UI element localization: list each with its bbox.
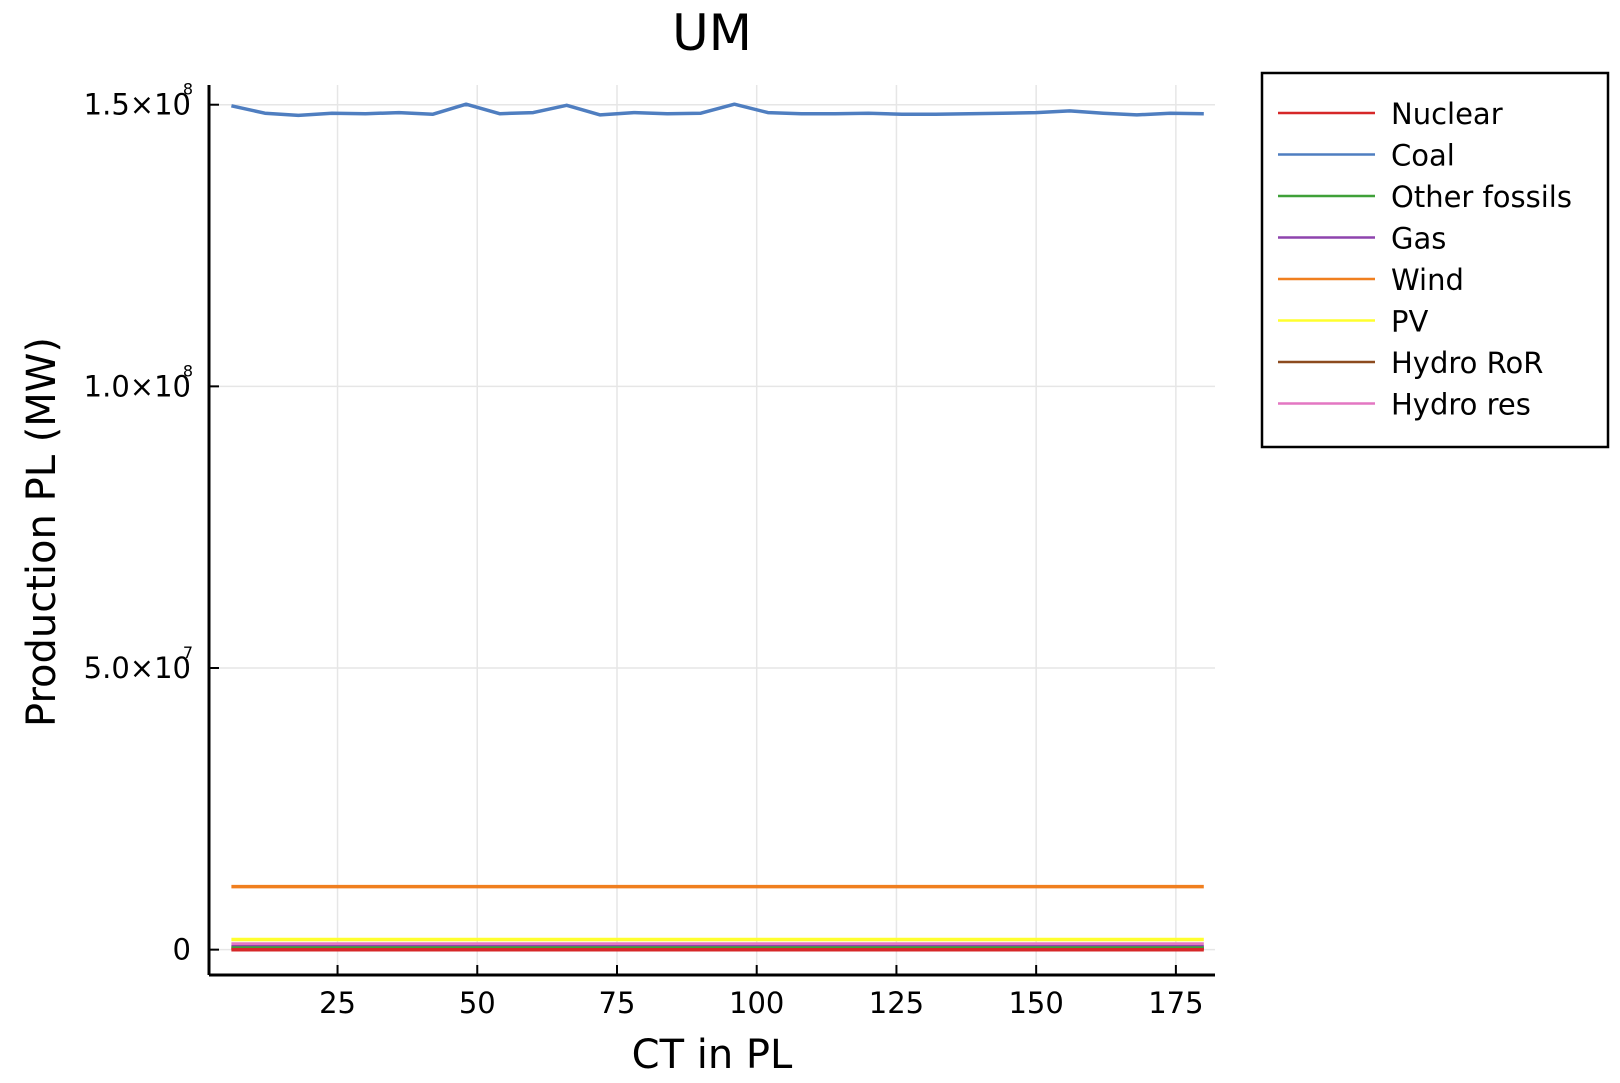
legend-box xyxy=(1260,71,1610,449)
x-tick-label: 100 xyxy=(729,986,784,1020)
x-tick-label: 50 xyxy=(459,986,496,1020)
grid xyxy=(209,85,1215,975)
legend-label-other-fossils: Other fossils xyxy=(1391,180,1572,214)
x-tick-label: 125 xyxy=(869,986,924,1020)
y-axis-label: Production PL (MW) xyxy=(19,337,65,727)
y-tick-exponent: 8 xyxy=(183,361,193,380)
x-ticks: 25 50 75 100 125 150 175 xyxy=(319,965,1204,1020)
x-tick-label: 25 xyxy=(319,986,356,1020)
legend-label-hydro-res: Hydro res xyxy=(1391,388,1531,422)
y-tick-label: 1.0×10 xyxy=(84,369,191,403)
y-tick-exponent: 8 xyxy=(183,80,193,99)
x-tick-label: 150 xyxy=(1008,986,1063,1020)
legend-label-hydro-ror: Hydro RoR xyxy=(1391,346,1543,380)
y-tick-label: 0 xyxy=(173,933,191,967)
axes xyxy=(207,85,1215,977)
legend-label-nuclear: Nuclear xyxy=(1391,97,1503,131)
series-line-coal xyxy=(231,102,1204,118)
y-tick-label: 5.0×10 xyxy=(84,651,191,685)
legend-label-wind: Wind xyxy=(1391,263,1464,297)
chart-title: UM xyxy=(672,4,752,62)
legend: Nuclear Coal Other fossils Gas Wind PV Hydro R… xyxy=(1260,71,1610,449)
legend-label-coal: Coal xyxy=(1391,139,1455,173)
series-lines xyxy=(231,102,1204,952)
y-tick-exponent: 7 xyxy=(183,643,193,662)
y-tick-label: 1.5×10 xyxy=(84,88,191,122)
x-axis-label: CT in PL xyxy=(632,1032,793,1078)
legend-label-pv: PV xyxy=(1391,305,1428,339)
legend-items: Nuclear Coal Other fossils Gas Wind PV Hydro R… xyxy=(1278,97,1572,422)
x-tick-label: 175 xyxy=(1148,986,1203,1020)
x-tick-label: 75 xyxy=(599,986,636,1020)
legend-label-gas: Gas xyxy=(1391,222,1446,256)
